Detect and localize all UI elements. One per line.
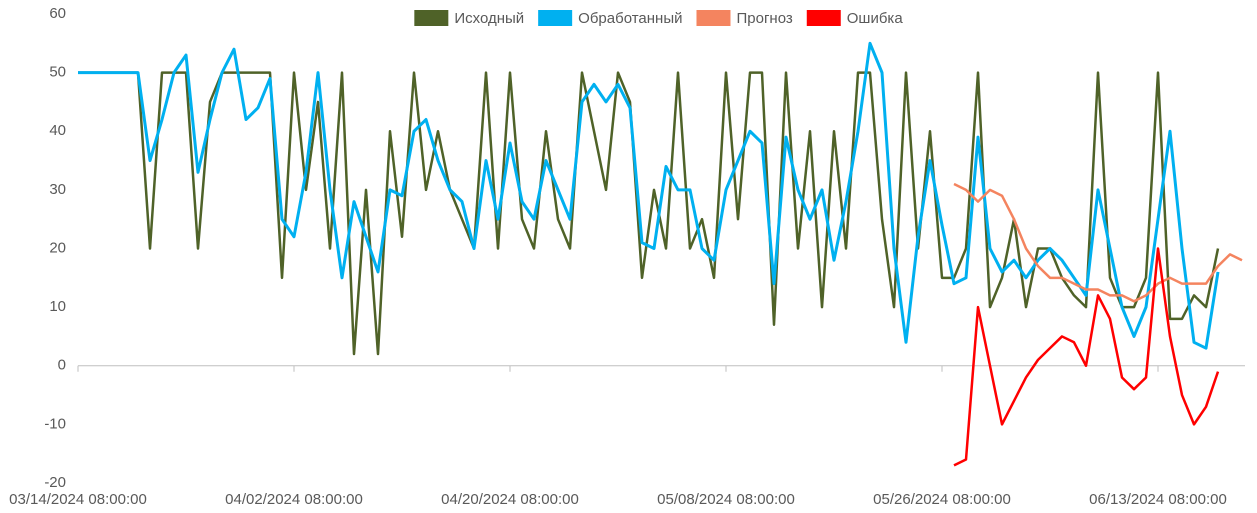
series-line — [953, 247, 1220, 467]
x-tick-label: 04/20/2024 08:00:00 — [441, 491, 579, 508]
y-tick-label: 20 — [49, 239, 66, 256]
legend-swatch — [806, 10, 841, 26]
y-tick-label: 50 — [49, 64, 66, 81]
legend-swatch — [538, 10, 573, 26]
y-tick-label: 10 — [49, 298, 66, 315]
x-tick-label: 06/13/2024 08:00:00 — [1089, 491, 1227, 508]
x-tick-label: 03/14/2024 08:00:00 — [9, 491, 147, 508]
series-line — [78, 71, 1220, 356]
series-line — [78, 41, 1220, 350]
y-tick-label: -20 — [44, 474, 66, 491]
legend-swatch — [696, 10, 731, 26]
y-tick-label: -10 — [44, 415, 66, 432]
x-tick-label: 05/26/2024 08:00:00 — [873, 491, 1011, 508]
y-tick-label: 30 — [49, 181, 66, 198]
y-tick-label: 40 — [49, 122, 66, 139]
y-tick-label: 60 — [49, 5, 66, 22]
legend-label: Исходный — [454, 10, 524, 27]
legend-label: Ошибка — [847, 10, 904, 27]
series-line — [953, 182, 1243, 303]
legend-swatch — [414, 10, 449, 26]
x-tick-label: 05/08/2024 08:00:00 — [657, 491, 795, 508]
legend-label: Прогноз — [736, 10, 792, 27]
y-tick-label: 0 — [58, 357, 66, 374]
x-tick-label: 04/02/2024 08:00:00 — [225, 491, 363, 508]
legend-label: Обработанный — [578, 10, 682, 27]
